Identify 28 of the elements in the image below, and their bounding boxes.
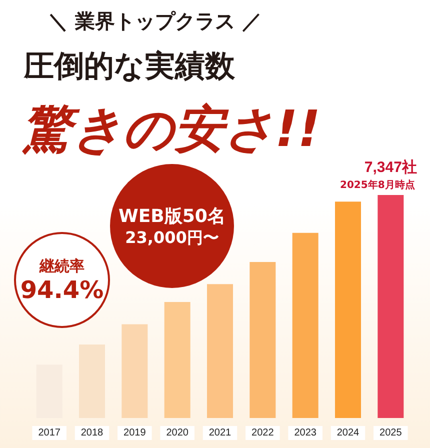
x-tick-label: 2025: [380, 428, 402, 438]
bar: [164, 302, 190, 418]
bar: [122, 324, 148, 418]
bar: [378, 195, 404, 418]
bar: [250, 262, 276, 418]
bar: [207, 284, 233, 418]
text: 驚きの安さ!!: [22, 99, 321, 160]
annotation: WEB版50名: [118, 204, 226, 228]
x-tick-label: 2023: [294, 428, 317, 438]
chart-subtitle: 圧倒的な実績数: [24, 48, 235, 86]
x-tick-label: 2022: [252, 428, 274, 438]
x-tick-label: 2021: [208, 428, 232, 438]
annotation: 継続率: [40, 256, 84, 276]
x-tick-label: 2019: [124, 428, 146, 438]
x-tick-label: 2018: [80, 428, 104, 438]
x-tick-label: 2017: [38, 428, 61, 438]
annotation: 94.4%: [20, 276, 104, 304]
annotation: 23,000円〜: [125, 228, 219, 248]
bar: [292, 232, 318, 418]
x-tick-label: 2020: [166, 428, 189, 438]
bar: [335, 202, 361, 418]
circle-badge: 継続率 94.4%: [14, 232, 110, 328]
circle-badge: WEB版50名 23,000円〜: [110, 164, 234, 288]
x-tick-label: 2024: [336, 428, 360, 438]
chart-title: ＼ 業界トップクラス ／: [48, 8, 262, 35]
data-label: 7,347社: [364, 159, 417, 176]
bar: [79, 344, 105, 418]
text: 2025年8月時点: [340, 178, 415, 192]
